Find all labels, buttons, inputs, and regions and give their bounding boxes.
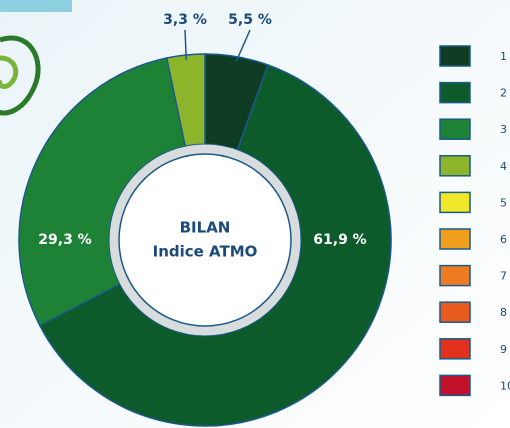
legend-swatch	[440, 229, 470, 249]
chart: 5,5 % 61,9 % 29,3 % 3,3 % BILAN Indice ATMO 1…	[0, 0, 510, 428]
legend-label: 6	[500, 233, 507, 246]
legend-label: 8	[500, 306, 507, 319]
legend-swatch	[440, 192, 470, 212]
legend-label: 10	[500, 379, 510, 392]
legend-swatch	[440, 375, 470, 395]
legend-swatch	[440, 46, 470, 66]
value-label: 3,3 %	[163, 12, 207, 28]
legend-label: 9	[500, 343, 507, 356]
legend-swatch	[440, 302, 470, 322]
legend-label: 1	[500, 50, 507, 63]
legend-label: 5	[500, 196, 507, 209]
legend-label: 7	[500, 270, 507, 283]
legend-label: 3	[500, 123, 507, 136]
legend-swatch	[440, 339, 470, 359]
header-strip	[0, 0, 72, 12]
legend-label: 4	[500, 160, 507, 173]
legend-swatch	[440, 266, 470, 286]
center-label: BILAN	[180, 219, 231, 237]
inner-disc	[119, 154, 291, 326]
center-label: Indice ATMO	[153, 243, 258, 261]
value-label: 29,3 %	[38, 232, 91, 248]
legend-label: 2	[500, 87, 507, 100]
legend-swatch	[440, 119, 470, 139]
value-label: 5,5 %	[228, 12, 272, 28]
legend-swatch	[440, 83, 470, 103]
legend-swatch	[440, 156, 470, 176]
value-label: 61,9 %	[313, 232, 366, 248]
